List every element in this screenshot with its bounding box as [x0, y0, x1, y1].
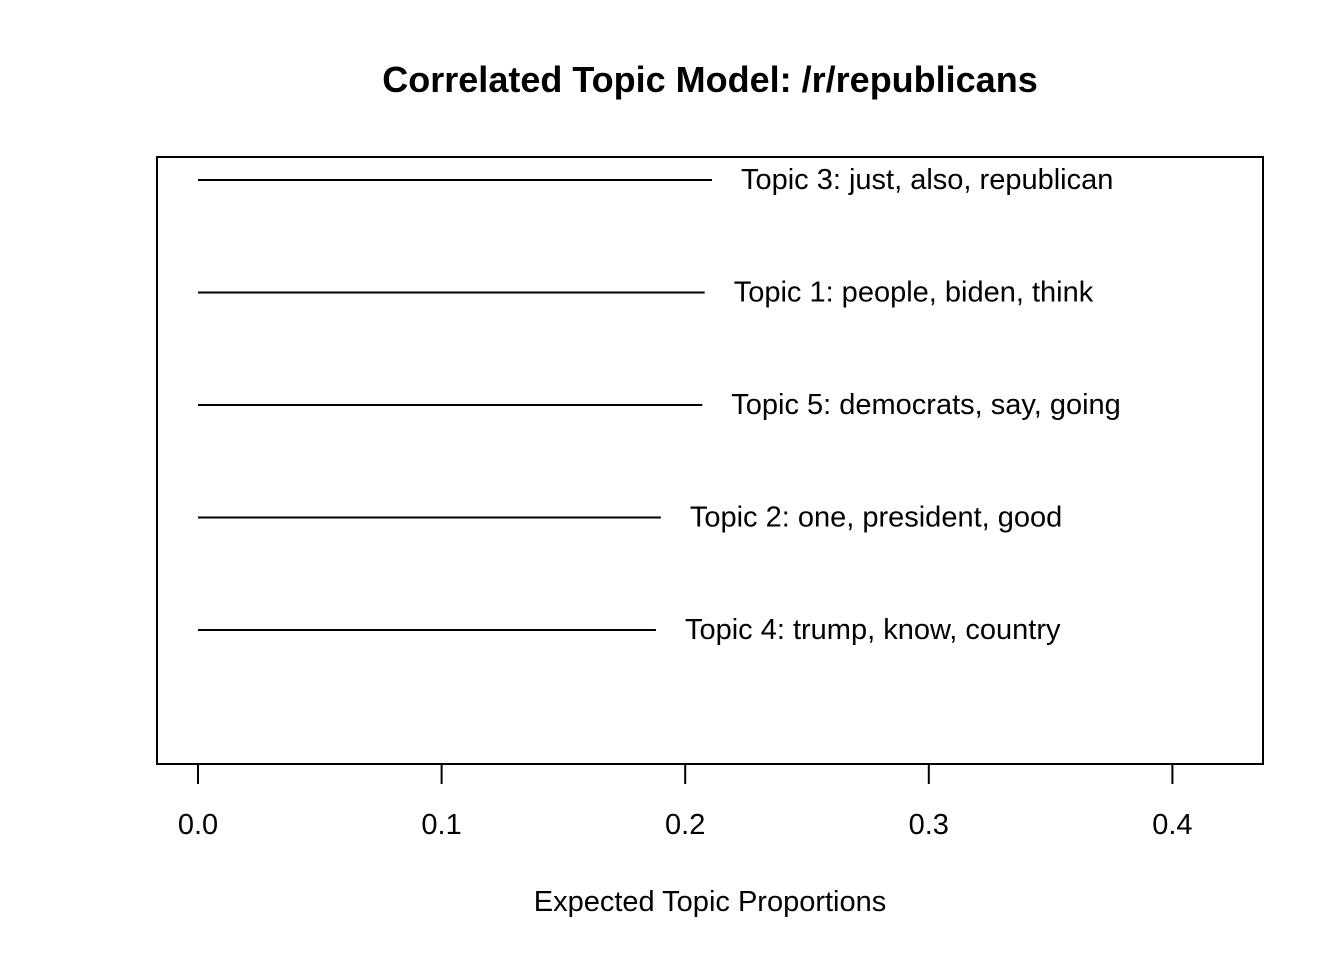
- plot-frame: [156, 156, 1264, 765]
- topic-bars: Topic 3: just, also, republican Topic 1: …: [198, 164, 1121, 646]
- topic-label-5: Topic 4: trump, know, country: [685, 614, 1061, 646]
- topic-label-1: Topic 3: just, also, republican: [741, 164, 1113, 196]
- x-tick-label-1: 0.1: [421, 809, 461, 841]
- x-axis: 0.0 0.1 0.2 0.3 0.4: [178, 763, 1193, 841]
- x-tick-label-4: 0.4: [1152, 809, 1192, 841]
- topic-label-4: Topic 2: one, president, good: [690, 502, 1062, 534]
- x-tick-label-2: 0.2: [665, 809, 705, 841]
- topic-label-3: Topic 5: democrats, say, going: [731, 389, 1121, 421]
- topic-label-2: Topic 1: people, biden, think: [734, 277, 1094, 309]
- chart-title: Correlated Topic Model: /r/republicans: [382, 59, 1037, 100]
- x-tick-label-0: 0.0: [178, 809, 218, 841]
- x-tick-label-3: 0.3: [909, 809, 949, 841]
- x-axis-label: Expected Topic Proportions: [534, 886, 887, 918]
